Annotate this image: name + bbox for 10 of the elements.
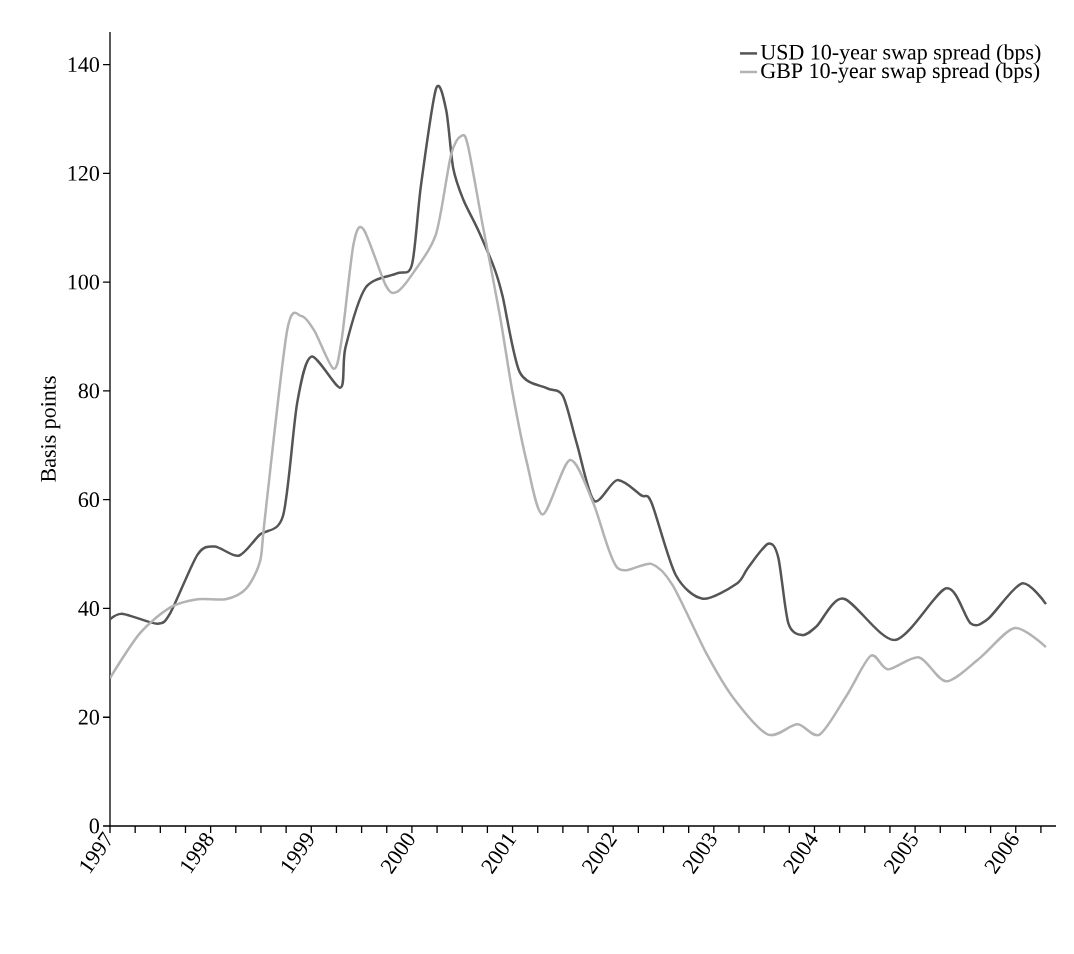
y-tick-label: 140 bbox=[68, 57, 99, 73]
y-tick-label: 60 bbox=[78, 492, 99, 508]
y-tick-label: 40 bbox=[78, 601, 99, 616]
y-tick-label: 120 bbox=[68, 165, 99, 181]
line-series bbox=[110, 134, 1048, 736]
y-tick-label: 80 bbox=[78, 383, 99, 399]
y-axis-title: Basis points bbox=[41, 376, 61, 482]
y-tick-label: 100 bbox=[68, 274, 99, 290]
y-tick-label: 20 bbox=[78, 709, 99, 725]
line-series bbox=[110, 86, 1048, 642]
